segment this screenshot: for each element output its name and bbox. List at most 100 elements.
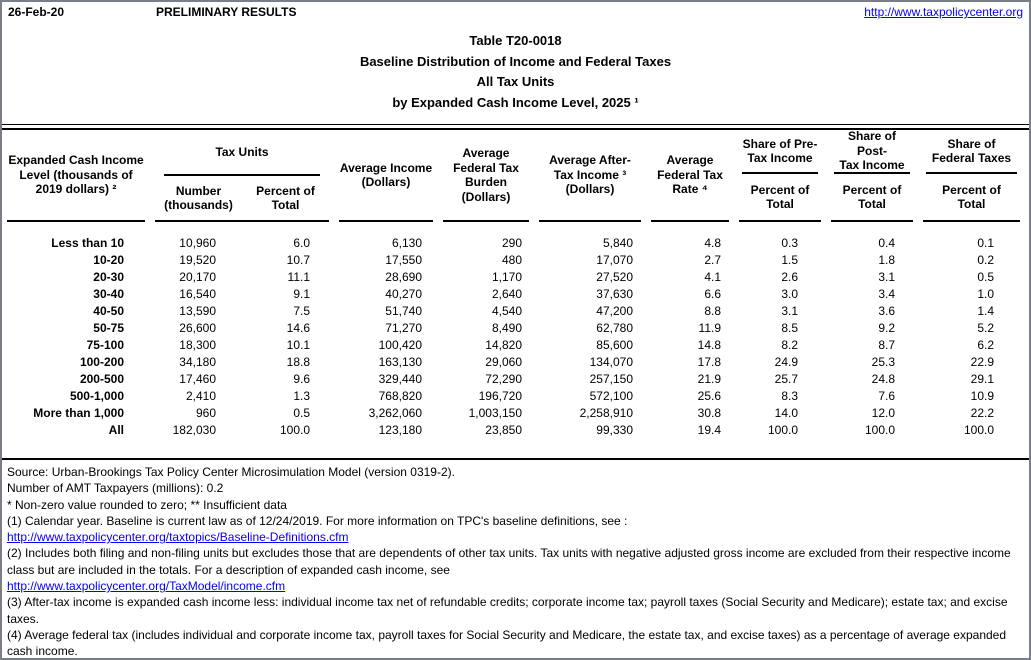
value-cell: 99,330 <box>596 423 633 437</box>
value-cell: 40,270 <box>385 287 422 301</box>
row-label: 75-100 <box>86 338 124 352</box>
value-cell: 8,490 <box>491 321 522 335</box>
value-cell: 27,520 <box>596 270 633 284</box>
value-cell: 22.9 <box>970 355 994 369</box>
value-cell: 12.0 <box>871 406 895 420</box>
row-label: 10-20 <box>93 253 124 267</box>
table-row: 30-40 16,540 9.1 40,270 2,640 37,630 6.6 3.0 3.4… <box>2 286 1029 303</box>
value-cell: 0.4 <box>878 236 895 250</box>
footnote-line: (2) Includes both filing and non-filing … <box>7 546 1011 577</box>
header-share-federal-taxes: Share of Federal Taxes <box>926 130 1017 174</box>
header-tax-units-group: Tax Units Number (thousands) Percent of … <box>155 130 329 222</box>
value-cell: 11.1 <box>287 270 310 284</box>
row-label: 200-500 <box>79 372 124 386</box>
value-cell: 196,720 <box>478 389 522 403</box>
value-cell: 4.8 <box>704 236 721 250</box>
value-cell: 163,130 <box>378 355 422 369</box>
value-cell: 0.2 <box>977 253 994 267</box>
table-row: 100-200 34,180 18.8 163,130 29,060 134,070 17.… <box>2 354 1029 371</box>
value-cell: 23,850 <box>485 423 522 437</box>
value-cell: 134,070 <box>589 355 633 369</box>
header-share-federal-taxes-percent: Percent of Total <box>942 182 1001 212</box>
value-cell: 1.4 <box>977 304 994 318</box>
value-cell: 480 <box>501 253 522 267</box>
value-cell: 9.1 <box>293 287 310 301</box>
value-cell: 10.7 <box>286 253 310 267</box>
value-cell: 17,070 <box>596 253 633 267</box>
site-link[interactable]: http://www.taxpolicycenter.org <box>864 5 1023 19</box>
header-tax-units-number: Number (thousands) <box>164 183 233 213</box>
value-cell: 1.5 <box>781 253 798 267</box>
value-cell: 100.0 <box>963 423 994 437</box>
value-cell: 100.0 <box>864 423 895 437</box>
table-row: 10-20 19,520 10.7 17,550 480 17,070 2.7 1.5 1.8 0… <box>2 252 1029 269</box>
row-label: 100-200 <box>79 355 124 369</box>
value-cell: 20,170 <box>179 270 216 284</box>
value-cell: 100,420 <box>378 338 422 352</box>
footnote-line: Number of AMT Taxpayers (millions): 0.2 <box>7 481 224 496</box>
value-cell: 290 <box>501 236 522 250</box>
table-main-title: Baseline Distribution of Income and Fede… <box>359 53 672 69</box>
value-cell: 14.0 <box>774 406 798 420</box>
table-row: 20-30 20,170 11.1 28,690 1,170 27,520 4.1 2.6 3.… <box>2 269 1029 286</box>
header-share-post-tax-percent: Percent of Total <box>842 182 902 212</box>
footnote-link-line: http://www.taxpolicycenter.org/taxtopics… <box>7 529 1023 545</box>
table-bottom-rule <box>2 458 1029 460</box>
value-cell: 3.1 <box>781 304 798 318</box>
value-cell: 0.1 <box>977 236 994 250</box>
value-cell: 17,460 <box>179 372 216 386</box>
header-share-pre-tax-group: Share of Pre- Tax Income Percent of Tota… <box>739 130 821 222</box>
value-cell: 14.6 <box>286 321 310 335</box>
value-cell: 14,820 <box>485 338 522 352</box>
value-cell: 3.0 <box>781 287 798 301</box>
table-row: Less than 10 10,960 6.0 6,130 290 5,840 4.8 0.3… <box>2 235 1029 252</box>
value-cell: 25.7 <box>774 372 798 386</box>
header-tax-units-percent: Percent of Total <box>256 183 315 213</box>
value-cell: 5,840 <box>602 236 633 250</box>
value-cell: 100.0 <box>767 423 798 437</box>
table-row: 50-75 26,600 14.6 71,270 8,490 62,780 11.9 8.5 9… <box>2 320 1029 337</box>
row-label: 30-40 <box>93 287 124 301</box>
table-header: Expanded Cash Income Level (thousands of… <box>2 129 1029 222</box>
table-row: All 182,030 100.0 123,180 23,850 99,330 19.4 10… <box>2 422 1029 439</box>
value-cell: 22.2 <box>970 406 994 420</box>
value-cell: 6.6 <box>704 287 721 301</box>
footnote-line: Source: Urban-Brookings Tax Policy Cente… <box>7 465 455 479</box>
value-cell: 29,060 <box>485 355 522 369</box>
table-row: 40-50 13,590 7.5 51,740 4,540 47,200 8.8 3.1 3.6… <box>2 303 1029 320</box>
row-label: All <box>108 423 124 437</box>
value-cell: 7.5 <box>293 304 310 318</box>
value-cell: 13,590 <box>179 304 216 318</box>
value-cell: 2.7 <box>704 253 721 267</box>
footnote-line: (1) Calendar year. Baseline is current l… <box>7 513 628 528</box>
value-cell: 100.0 <box>279 423 310 437</box>
value-cell: 1.3 <box>293 389 310 403</box>
header-average-federal-tax-rate: Average Federal Tax Rate ⁴ <box>651 130 729 222</box>
header-average-federal-tax-burden: Average Federal Tax Burden (Dollars) <box>443 130 529 222</box>
value-cell: 3.1 <box>878 270 895 284</box>
value-cell: 8.5 <box>781 321 798 335</box>
table-subtitle-level: by Expanded Cash Income Level, 2025 ¹ <box>392 94 639 110</box>
row-label: 500-1,000 <box>69 389 124 403</box>
footnote-link[interactable]: http://www.taxpolicycenter.org/taxtopics… <box>7 530 349 545</box>
value-cell: 1.8 <box>878 253 895 267</box>
title-block: Table T20-0018 Baseline Distribution of … <box>2 31 1029 113</box>
value-cell: 8.7 <box>878 338 895 352</box>
row-label: 20-30 <box>93 270 124 284</box>
value-cell: 62,780 <box>596 321 633 335</box>
value-cell: 6.2 <box>977 338 994 352</box>
value-cell: 8.8 <box>704 304 721 318</box>
header-share-post-tax: Share of Post- Tax Income <box>834 129 910 174</box>
value-cell: 257,150 <box>589 372 633 386</box>
footnote-link[interactable]: http://www.taxpolicycenter.org/TaxModel/… <box>7 579 286 594</box>
value-cell: 5.2 <box>977 321 994 335</box>
value-cell: 72,290 <box>485 372 522 386</box>
value-cell: 24.8 <box>871 372 895 386</box>
value-cell: 19,520 <box>179 253 216 267</box>
value-cell: 17.8 <box>697 355 721 369</box>
value-cell: 37,630 <box>596 287 633 301</box>
value-cell: 3.4 <box>878 287 895 301</box>
value-cell: 19.4 <box>697 423 721 437</box>
value-cell: 1.0 <box>977 287 994 301</box>
